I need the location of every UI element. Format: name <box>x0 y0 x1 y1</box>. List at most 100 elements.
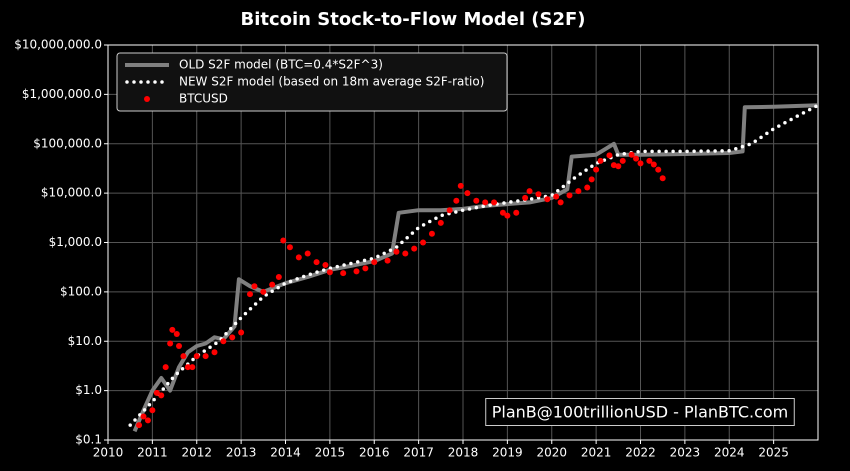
btc-point <box>247 291 253 298</box>
y-tick-label: $0.1 <box>75 433 102 447</box>
x-tick-label: 2023 <box>670 446 701 460</box>
btc-point <box>553 193 560 200</box>
btc-point <box>464 190 471 197</box>
btc-point <box>402 250 409 257</box>
btc-point <box>655 166 662 173</box>
btc-point <box>180 353 187 360</box>
btc-point <box>628 151 635 158</box>
btc-point <box>584 184 591 191</box>
x-tick-label: 2025 <box>758 446 789 460</box>
btc-point <box>446 207 453 214</box>
btc-point <box>453 197 460 204</box>
y-tick-label: $10,000.0 <box>41 186 102 200</box>
btc-point <box>491 199 498 206</box>
y-tick-label: $100.0 <box>60 284 102 298</box>
y-tick-label: $100,000.0 <box>33 136 102 150</box>
legend-label: BTCUSD <box>179 92 228 106</box>
btc-point <box>597 157 604 164</box>
btc-point <box>393 248 400 255</box>
btc-point <box>575 188 582 195</box>
plot-area <box>128 103 818 433</box>
btc-point <box>184 364 191 371</box>
btc-point <box>428 230 435 237</box>
x-tick-label: 2013 <box>226 446 257 460</box>
btc-point <box>646 157 653 164</box>
x-tick-label: 2012 <box>181 446 212 460</box>
btc-point <box>633 155 640 162</box>
x-tick-label: 2022 <box>625 446 656 460</box>
btc-point <box>229 334 236 341</box>
btc-point <box>220 338 227 345</box>
x-tick-label: 2020 <box>536 446 567 460</box>
btc-point <box>637 160 644 167</box>
btc-point <box>619 157 626 164</box>
annotation-box <box>485 398 795 426</box>
btc-point <box>162 364 169 371</box>
x-tick-label: 2017 <box>403 446 434 460</box>
btc-point <box>371 259 378 266</box>
btc-point <box>173 331 180 338</box>
y-tick-label: $10.0 <box>68 334 102 348</box>
btc-point <box>593 166 600 173</box>
x-tick-label: 2019 <box>492 446 523 460</box>
btc-point <box>189 364 196 371</box>
btc-point <box>149 407 156 414</box>
btc-point <box>313 259 320 266</box>
btc-point <box>522 194 529 201</box>
y-tick-label: $10,000,000.0 <box>14 38 102 52</box>
btc-point <box>588 176 595 183</box>
btc-point <box>193 353 200 360</box>
btc-point <box>280 237 287 244</box>
btc-point <box>340 270 347 277</box>
btc-point <box>457 182 464 189</box>
btc-point <box>202 353 209 360</box>
btc-point <box>275 274 282 281</box>
btc-point <box>140 413 147 420</box>
btc-point <box>513 209 520 216</box>
btc-point <box>251 283 258 290</box>
model-line <box>132 103 818 433</box>
legend-label: NEW S2F model (based on 18m average S2F-… <box>179 75 484 89</box>
y-tick-label: $1.0 <box>75 383 102 397</box>
y-tick-label: $1,000.0 <box>49 235 102 249</box>
btc-point <box>176 343 182 350</box>
legend-box <box>116 52 508 112</box>
btc-point <box>544 196 551 203</box>
btc-point <box>362 265 369 272</box>
y-tick-label: $1,000,000.0 <box>22 87 102 101</box>
legend-swatch <box>144 96 150 102</box>
btc-point <box>411 245 418 252</box>
btc-point <box>384 257 391 264</box>
btc-point <box>158 392 165 399</box>
x-tick-label: 2016 <box>359 446 390 460</box>
btc-point <box>353 268 360 275</box>
btc-point <box>169 326 176 333</box>
btc-point <box>499 209 506 216</box>
btc-point <box>615 163 622 170</box>
btc-point <box>504 212 511 219</box>
btc-point <box>269 281 276 288</box>
chart-title: Bitcoin Stock-to-Flow Model (S2F) <box>240 9 585 30</box>
x-tick-label: 2021 <box>581 446 612 460</box>
btc-point <box>526 188 533 195</box>
x-tick-label: 2014 <box>270 446 301 460</box>
x-tick-label: 2015 <box>315 446 346 460</box>
plot-frame <box>107 44 819 441</box>
btc-point <box>144 417 151 424</box>
btc-point <box>650 161 657 168</box>
btc-point <box>659 175 666 182</box>
btc-point <box>557 199 564 206</box>
btc-point <box>238 329 245 336</box>
x-tick-label: 2024 <box>714 446 745 460</box>
btc-point <box>136 422 143 429</box>
x-tick-label: 2018 <box>448 446 479 460</box>
btc-point <box>482 199 489 206</box>
btc-point <box>437 219 444 226</box>
btc-point <box>535 191 542 198</box>
legend-label: OLD S2F model (BTC=0.4*S2F^3) <box>179 58 383 72</box>
x-tick-label: 2010 <box>93 446 124 460</box>
x-tick-label: 2011 <box>137 446 168 460</box>
btc-point <box>260 288 267 295</box>
btc-point <box>295 254 302 261</box>
